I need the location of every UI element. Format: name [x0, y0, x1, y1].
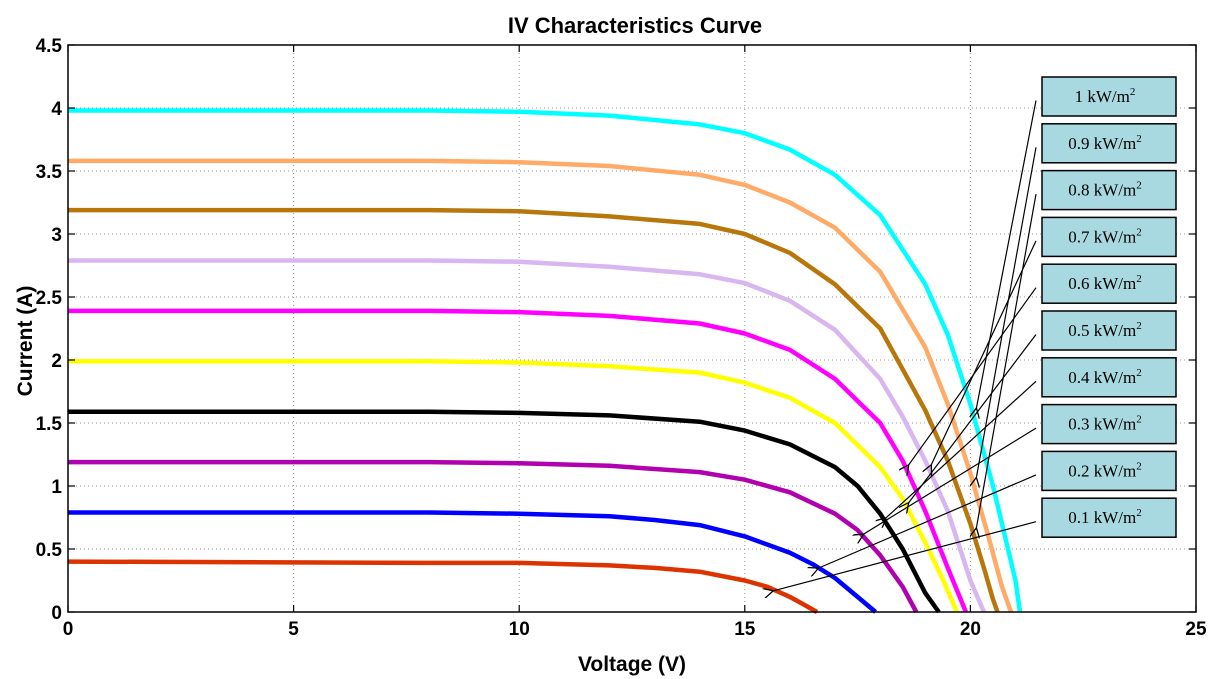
x-tick-label: 25 [1185, 619, 1207, 640]
legend-label: 1 kW/m2 [1075, 86, 1136, 106]
series-line-9 [67, 559, 819, 614]
legend-box [1041, 403, 1177, 445]
y-tick-label: 3 [51, 225, 62, 246]
x-axis-label: Voltage (V) [578, 653, 686, 676]
chart-title: IV Characteristics Curve [508, 13, 762, 38]
legend-arrow [886, 380, 1037, 517]
legend-label: 0.4 kW/m2 [1068, 367, 1142, 387]
x-tick-label: 5 [288, 619, 299, 640]
legend-arrow [909, 287, 1037, 465]
legend-box [1041, 357, 1177, 398]
legend-label: 0.8 kW/m2 [1068, 180, 1142, 200]
series-line-1 [68, 158, 1014, 613]
y-tick-label: 4.5 [36, 36, 63, 57]
legend-arrow [976, 147, 1037, 477]
series-line-7 [68, 459, 919, 614]
legend-box [1041, 310, 1177, 351]
y-tick-label: 0.5 [36, 540, 63, 561]
legend: 1 kW/m2 0.9 kW/m2 0.8 kW/m2 0.7 kW/m2 0.6 kW… [773, 76, 1177, 591]
series-line-6 [68, 409, 941, 614]
legend-label: 0.5 kW/m2 [1068, 320, 1142, 340]
y-tick-label: 1.5 [36, 414, 63, 435]
series-line-2 [68, 207, 1000, 613]
series-line-8 [68, 510, 878, 614]
y-axis-label: Current (A) [14, 286, 37, 397]
x-tick-label: 0 [63, 619, 74, 640]
legend-box [1041, 497, 1177, 538]
legend-label: 0.7 kW/m2 [1068, 226, 1142, 246]
legend-arrow [931, 240, 1037, 465]
legend-arrow [976, 193, 1037, 528]
legend-box [1041, 263, 1177, 304]
y-tick-label: 2.5 [36, 288, 63, 309]
legend-label: 0.1 kW/m2 [1068, 507, 1142, 527]
y-tick-label: 0 [51, 603, 62, 624]
legend-box [1041, 450, 1177, 492]
y-tick-label: 3.5 [36, 162, 63, 183]
series-line-3 [68, 258, 986, 613]
series-line-5 [68, 359, 959, 613]
legend-label: 0.2 kW/m2 [1068, 460, 1142, 480]
y-tick-labels: 0 0.5 1 1.5 2 2.5 3 3.5 4 4.5 [36, 36, 1196, 624]
y-tick-label: 1 [51, 477, 62, 498]
x-tick-labels: 0 5 10 15 20 25 [63, 45, 1207, 640]
legend-box [1041, 76, 1177, 117]
x-tick-label: 15 [734, 619, 756, 640]
plot-area-frame [67, 44, 1197, 613]
legend-label: 0.6 kW/m2 [1068, 273, 1142, 293]
x-tick-label: 20 [960, 619, 981, 640]
legend-box [1041, 169, 1177, 211]
x-tick-label: 10 [509, 619, 530, 640]
series-line-4 [68, 308, 968, 613]
legend-box [1041, 216, 1177, 258]
y-tick-label: 4 [51, 99, 62, 120]
legend-label: 0.3 kW/m2 [1068, 414, 1142, 434]
legend-arrow [864, 427, 1037, 534]
legend-box [1041, 123, 1177, 164]
y-tick-label: 2 [51, 351, 62, 372]
legend-arrow [773, 521, 1037, 591]
legend-arrow [818, 474, 1037, 568]
legend-arrow [909, 334, 1037, 503]
legend-label: 0.9 kW/m2 [1068, 133, 1142, 153]
